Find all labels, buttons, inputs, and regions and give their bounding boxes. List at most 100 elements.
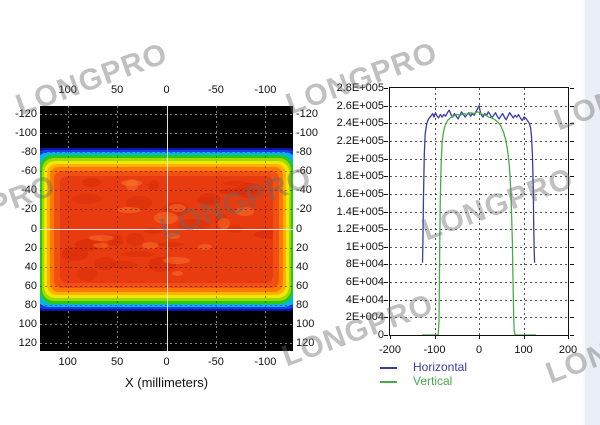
heatmap-y-tick-label: -80: [21, 145, 37, 158]
profile-x-tick-label: -200: [378, 344, 402, 356]
heatmap-y-tick-label: -20: [21, 203, 37, 216]
beam-noise-blob: [107, 237, 124, 247]
heatmap-x-tick-label: 0: [163, 356, 170, 368]
gridline-v: [479, 88, 480, 335]
profile-y-tick-mark: [384, 317, 388, 319]
heatmap-plot-area: [40, 106, 293, 351]
beam-noise-blob: [118, 206, 141, 213]
gridline-v: [523, 88, 525, 335]
beam-noise-blob: [77, 266, 99, 282]
beam-noise-blob: [121, 251, 155, 258]
profile-y-tick-label: 1.8E+005: [336, 170, 384, 183]
profile-y-tick-mark: [570, 317, 574, 319]
heatmap-y-tick-label: 40: [296, 260, 309, 273]
profile-x-tick-label: 0: [475, 344, 483, 356]
heatmap-x-tick-label: -50: [207, 356, 224, 368]
beam-noise-blob: [61, 246, 89, 261]
profile-y-tick-mark: [570, 158, 574, 160]
heatmap-x-tick-label: 50: [110, 84, 124, 96]
heatmap-y-tick-label: -100: [14, 126, 37, 139]
beam-noise-blob: [125, 195, 152, 210]
profile-y-tick-mark: [570, 140, 574, 142]
beam-noise-blob: [169, 204, 187, 212]
profile-y-tick-mark: [384, 176, 388, 178]
profile-y-tick-mark: [384, 246, 388, 248]
beam-noise-blob: [166, 232, 180, 240]
beam-noise-blob: [125, 178, 139, 191]
beam-noise-blob: [162, 256, 191, 265]
page-edge-strip: [583, 0, 600, 425]
beam-noise-blob: [254, 230, 273, 240]
beam-noise-blob: [81, 177, 101, 188]
beam-noise-blob: [153, 212, 178, 224]
heatmap-y-tick-label: -60: [21, 165, 37, 178]
heatmap-y-tick-label: 20: [24, 241, 37, 254]
profile-y-tick-label: 2.6E+005: [336, 99, 384, 112]
profile-y-tick-label: 6E+004: [345, 276, 384, 289]
profile-y-tick-mark: [570, 229, 574, 231]
beam-noise-blob: [162, 202, 189, 216]
heatmap-x-tick-label: 50: [110, 356, 124, 368]
profile-y-tick-label: 2.2E+005: [336, 134, 384, 147]
heatmap-y-tick-label: -20: [296, 203, 312, 216]
legend-line-vertical: [380, 381, 397, 383]
profile-y-tick-mark: [570, 211, 574, 213]
profile-y-tick-mark: [384, 299, 388, 301]
beam-noise-blob: [196, 197, 218, 205]
beam-noise-blob: [141, 241, 159, 249]
heatmap-x-tick-label: -100: [254, 356, 277, 368]
heatmap-y-tick-label: 20: [296, 241, 309, 254]
beam-noise-blob: [171, 270, 184, 277]
profile-y-tick-mark: [384, 105, 388, 107]
profile-y-tick-mark: [570, 193, 574, 195]
profile-y-tick-mark: [384, 123, 388, 125]
heatmap-y-tick-label: 100: [296, 318, 315, 331]
profile-y-tick-mark: [384, 140, 388, 142]
beam-noise-blob: [72, 193, 103, 205]
profile-y-tick-mark: [384, 264, 388, 266]
heatmap-x-tick-label: 100: [58, 356, 77, 368]
beam-noise-blob: [147, 256, 176, 272]
heatmap-y-tick-label: 120: [296, 337, 315, 350]
heatmap-y-tick-label: -40: [21, 184, 37, 197]
profile-y-tick-mark: [384, 158, 388, 160]
heatmap-y-tick-label: 80: [24, 299, 37, 312]
heatmap-y-tick-label: -120: [14, 107, 37, 120]
heatmap-y-tick-label: -80: [296, 145, 312, 158]
profile-x-tick-label: 200: [558, 344, 578, 356]
profile-y-tick-mark: [384, 229, 388, 231]
profile-y-tick-label: 4E+004: [345, 293, 384, 306]
profile-y-tick-mark: [570, 105, 574, 107]
beam-noise-blob: [220, 188, 256, 196]
profile-y-tick-mark: [570, 246, 574, 248]
center-axis-v: [166, 106, 168, 351]
legend-line-horizontal: [380, 367, 397, 369]
heatmap-y-tick-label: -60: [296, 165, 312, 178]
profile-y-tick-mark: [384, 88, 388, 89]
legend-label-horizontal: Horizontal: [413, 360, 468, 374]
heatmap-x-tick-label: -50: [207, 84, 224, 96]
profile-y-tick-mark: [384, 335, 388, 336]
beam-noise-blob: [125, 233, 145, 246]
profile-y-tick-label: 2.8E+005: [336, 82, 384, 94]
heatmap-y-tick-label: 0: [30, 222, 37, 235]
beam-noise-blob: [157, 241, 184, 247]
profile-y-tick-mark: [570, 264, 574, 266]
legend-label-vertical: Vertical: [413, 374, 453, 388]
beam-noise-blob: [100, 233, 124, 241]
heatmap-y-tick-label: -100: [296, 126, 319, 139]
profile-y-tick-label: 1.4E+005: [336, 205, 384, 218]
profile-y-tick-mark: [384, 211, 388, 213]
heatmap-y-tick-label: 60: [24, 279, 37, 292]
beam-noise-blob: [93, 242, 108, 248]
vertical-profile-curve: [422, 111, 536, 335]
heatmap-x-tick-label: 0: [163, 84, 170, 96]
profile-x-tick-mark: [390, 336, 391, 339]
profile-x-tick-mark: [434, 336, 436, 339]
profile-y-tick-label: 1E+005: [345, 240, 384, 253]
beam-noise-blob: [223, 180, 249, 187]
beam-noise-blob: [121, 180, 142, 186]
heatmap-y-tick-label: 80: [296, 299, 309, 312]
heatmap-y-tick-label: 60: [296, 279, 309, 292]
